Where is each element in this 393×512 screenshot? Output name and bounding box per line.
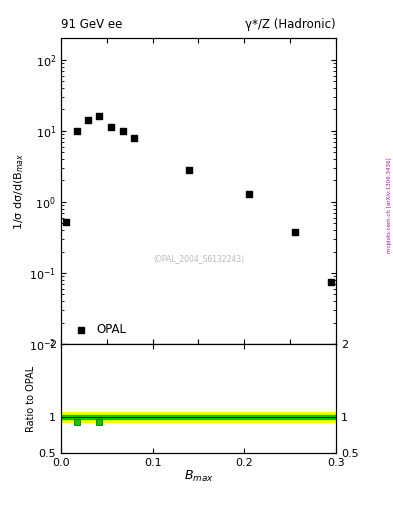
Point	[292, 228, 298, 236]
Y-axis label: Ratio to OPAL: Ratio to OPAL	[26, 366, 36, 432]
Legend: OPAL: OPAL	[67, 321, 129, 338]
Point	[120, 127, 127, 135]
Point	[63, 218, 70, 226]
Text: mcplots.cern.ch [arXiv:1306.3436]: mcplots.cern.ch [arXiv:1306.3436]	[387, 157, 392, 252]
Point	[328, 278, 334, 286]
Point	[85, 116, 92, 124]
Text: 91 GeV ee: 91 GeV ee	[61, 18, 122, 31]
Point	[74, 127, 81, 135]
Point	[108, 122, 114, 131]
Point	[186, 166, 193, 174]
Text: γ*/Z (Hadronic): γ*/Z (Hadronic)	[245, 18, 336, 31]
Point	[74, 418, 81, 426]
Point	[131, 134, 138, 142]
Point	[96, 418, 103, 426]
X-axis label: $B_{max}$: $B_{max}$	[184, 470, 213, 484]
Y-axis label: 1/σ dσ/d(B$_{max}$: 1/σ dσ/d(B$_{max}$	[13, 153, 26, 230]
Point	[96, 112, 103, 120]
Point	[246, 189, 252, 198]
Text: (OPAL_2004_S6132243): (OPAL_2004_S6132243)	[153, 254, 244, 263]
